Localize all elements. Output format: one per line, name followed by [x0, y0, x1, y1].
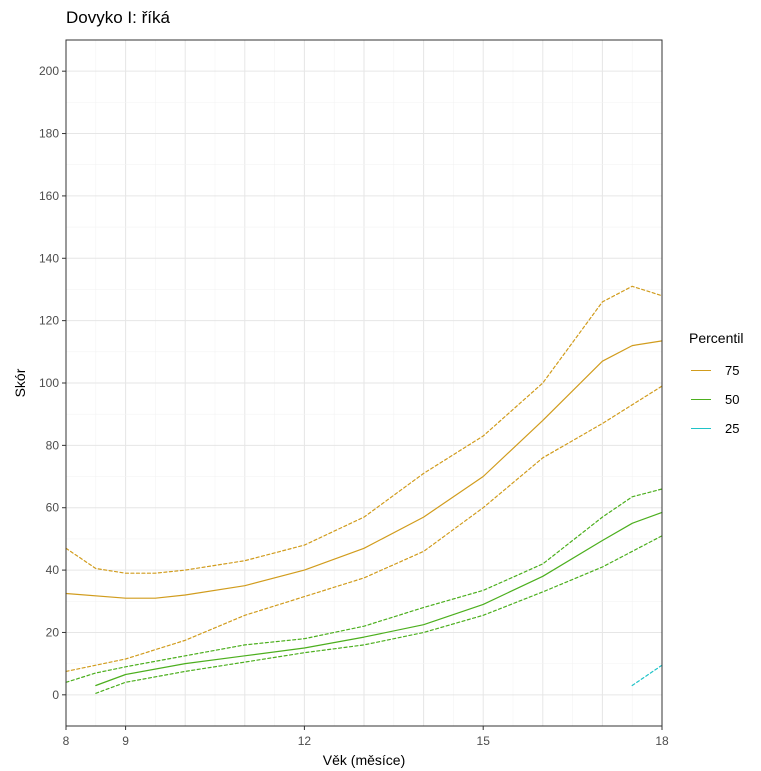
series-line-1 [65, 285, 663, 574]
x-tick-label: 15 [477, 734, 491, 748]
legend-key-25 [691, 428, 711, 429]
legend-title: Percentil [689, 330, 744, 346]
x-tick-label: 8 [63, 734, 70, 748]
x-tick-label: 18 [655, 734, 669, 748]
series-line-3 [95, 511, 663, 687]
legend-item-50: 50 [689, 385, 743, 414]
legend-label-50: 50 [725, 392, 740, 407]
y-axis-title: Skór [12, 368, 28, 397]
y-tick-label: 40 [46, 563, 60, 577]
y-tick-label: 160 [39, 189, 59, 203]
y-tick-label: 80 [46, 438, 60, 452]
y-tick-label: 100 [39, 376, 59, 390]
series-line-0 [65, 340, 663, 599]
legend-item-25: 25 [689, 414, 743, 443]
legend-label-25: 25 [725, 421, 740, 436]
legend-key-75 [691, 370, 711, 371]
chart-title: Dovyko I: říká [66, 8, 170, 27]
series-line-4 [65, 488, 663, 683]
grid-layer [65, 39, 663, 727]
x-axis-title: Věk (měsíce) [323, 752, 405, 768]
series-line-5 [95, 535, 663, 694]
y-tick-label: 140 [39, 251, 59, 265]
y-tick-label: 120 [39, 314, 59, 328]
y-tick-label: 200 [39, 64, 59, 78]
legend-item-75: 75 [689, 356, 743, 385]
x-tick-label: 9 [122, 734, 129, 748]
y-tick-label: 0 [52, 688, 59, 702]
y-tick-label: 20 [46, 625, 60, 639]
legend-key-50 [691, 399, 711, 400]
series-line-6 [631, 664, 663, 687]
legend: Percentil 75 50 25 [689, 330, 743, 443]
series-layer [65, 285, 663, 694]
y-tick-label: 180 [39, 127, 59, 141]
y-tick-label: 60 [46, 501, 60, 515]
x-tick-label: 12 [298, 734, 312, 748]
legend-label-75: 75 [725, 363, 740, 378]
series-line-2 [65, 385, 663, 673]
